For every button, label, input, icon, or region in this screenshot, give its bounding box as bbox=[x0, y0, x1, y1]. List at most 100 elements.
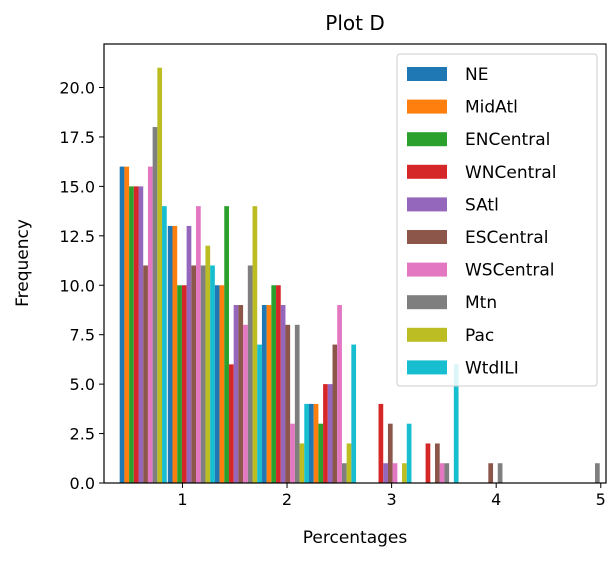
bar-mtn-bin-1 bbox=[152, 127, 158, 484]
bar-satl-bin-3 bbox=[233, 305, 239, 483]
legend-label-encentral: ENCentral bbox=[465, 130, 550, 150]
bar-midatl-bin-3 bbox=[219, 285, 225, 483]
y-tick-label: 15.0 bbox=[59, 177, 95, 196]
legend: NE MidAtl ENCentral WNCentral SAtl ESCentral W… bbox=[396, 53, 598, 387]
bar-satl-bin-5 bbox=[327, 384, 333, 483]
chart-title: Plot D bbox=[325, 11, 384, 35]
bar-wscentral-bin-3 bbox=[243, 324, 248, 483]
bar-satl-bin-2 bbox=[186, 225, 192, 483]
bar-wtdili-bin-1 bbox=[162, 206, 167, 483]
bar-mtn-bin-8 bbox=[497, 463, 503, 483]
bar-encentral-bin-2 bbox=[177, 285, 182, 483]
y-axis: 0.0 2.5 5.0 7.5 10.0 12.5 15.0 17.5 20.0 bbox=[59, 79, 104, 493]
legend-label-wtdili: WtdILI bbox=[465, 358, 519, 378]
legend-label-escentral: ESCentral bbox=[465, 228, 548, 248]
bar-wscentral-bin-2 bbox=[196, 206, 201, 483]
bar-ne-bin-1 bbox=[119, 166, 125, 483]
y-tick-label: 12.5 bbox=[59, 227, 95, 246]
y-tick-label: 0.0 bbox=[70, 474, 95, 493]
y-axis-label: Frequency bbox=[13, 219, 33, 307]
bar-encentral-bin-3 bbox=[224, 206, 229, 483]
bar-pac-bin-1 bbox=[157, 67, 163, 483]
bar-escentral-bin-3 bbox=[238, 305, 244, 483]
bar-mtn-bin-5 bbox=[341, 463, 347, 483]
bar-mtn-bin-7 bbox=[444, 463, 450, 483]
legend-label-midatl: MidAtl bbox=[465, 98, 518, 118]
bar-ne-bin-2 bbox=[167, 225, 173, 483]
bar-wscentral-bin-5 bbox=[337, 305, 342, 483]
legend-swatch-satl bbox=[407, 197, 447, 212]
legend-swatch-pac bbox=[407, 327, 447, 342]
bar-wtdili-bin-3 bbox=[257, 344, 262, 483]
bar-wncentral-bin-7 bbox=[425, 443, 431, 483]
bar-satl-bin-4 bbox=[280, 305, 286, 483]
legend-swatch-escentral bbox=[407, 230, 447, 244]
legend-swatch-encentral bbox=[407, 132, 447, 147]
bar-pac-bin-5 bbox=[346, 443, 352, 483]
bar-wncentral-bin-2 bbox=[181, 285, 187, 483]
bar-wncentral-bin-5 bbox=[323, 384, 328, 483]
legend-label-wscentral: WSCentral bbox=[465, 261, 555, 281]
bar-wtdili-bin-2 bbox=[210, 265, 215, 483]
bar-encentral-bin-4 bbox=[271, 285, 277, 483]
bar-encentral-bin-5 bbox=[318, 423, 324, 483]
x-axis-label: Percentages bbox=[303, 528, 408, 548]
bar-escentral-bin-4 bbox=[285, 324, 291, 483]
bar-midatl-bin-1 bbox=[124, 166, 130, 483]
legend-swatch-wncentral bbox=[407, 164, 447, 179]
y-tick-label: 10.0 bbox=[59, 276, 95, 295]
bar-wncentral-bin-6 bbox=[378, 403, 384, 483]
x-tick-label: 3 bbox=[387, 490, 397, 509]
legend-swatch-wtdili bbox=[407, 360, 447, 375]
bar-escentral-bin-8 bbox=[488, 463, 494, 483]
x-tick-label: 2 bbox=[282, 490, 292, 509]
bar-wtdili-bin-4 bbox=[304, 403, 309, 483]
bar-wncentral-bin-3 bbox=[228, 364, 234, 483]
bar-satl-bin-1 bbox=[138, 186, 144, 483]
y-tick-label: 2.5 bbox=[70, 425, 95, 444]
bar-satl-bin-6 bbox=[383, 463, 388, 483]
bar-encentral-bin-1 bbox=[129, 186, 134, 483]
bar-mtn-bin-2 bbox=[200, 265, 206, 483]
bar-midatl-bin-2 bbox=[172, 225, 178, 483]
bar-ne-bin-4 bbox=[261, 305, 267, 483]
legend-label-wncentral: WNCentral bbox=[465, 163, 556, 183]
legend-swatch-midatl bbox=[407, 99, 447, 114]
bar-mtn-bin-4 bbox=[294, 324, 300, 483]
legend-label-ne: NE bbox=[465, 65, 488, 85]
bars-layer bbox=[119, 67, 600, 484]
bar-escentral-bin-5 bbox=[332, 344, 338, 483]
bar-pac-bin-4 bbox=[299, 443, 305, 483]
bar-mtn-bin-3 bbox=[247, 265, 253, 483]
bar-escentral-bin-2 bbox=[191, 265, 197, 483]
bar-pac-bin-3 bbox=[252, 206, 258, 483]
bar-wncentral-bin-4 bbox=[276, 285, 281, 483]
bar-escentral-bin-1 bbox=[143, 265, 148, 483]
bar-pac-bin-6 bbox=[402, 463, 407, 483]
y-tick-label: 20.0 bbox=[59, 79, 95, 98]
legend-swatch-wscentral bbox=[407, 262, 447, 277]
bar-ne-bin-5 bbox=[308, 403, 314, 483]
x-tick-label: 5 bbox=[596, 490, 606, 509]
bar-escentral-bin-7 bbox=[435, 443, 440, 483]
bar-mtn-bin-9 bbox=[595, 463, 600, 483]
bar-ne-bin-3 bbox=[214, 285, 220, 483]
bar-wncentral-bin-1 bbox=[133, 186, 139, 483]
bar-pac-bin-2 bbox=[205, 245, 211, 483]
bar-wscentral-bin-6 bbox=[392, 463, 398, 483]
legend-label-pac: Pac bbox=[465, 326, 494, 346]
x-tick-label: 4 bbox=[491, 490, 501, 509]
bar-wtdili-bin-7 bbox=[453, 364, 459, 483]
bar-midatl-bin-4 bbox=[266, 305, 272, 483]
plot-frame bbox=[103, 43, 607, 484]
bar-wtdili-bin-6 bbox=[406, 423, 412, 483]
bar-wtdili-bin-5 bbox=[351, 344, 357, 483]
bar-wscentral-bin-4 bbox=[290, 423, 295, 483]
y-tick-label: 7.5 bbox=[70, 326, 95, 345]
bar-escentral-bin-6 bbox=[387, 423, 393, 483]
legend-swatch-ne bbox=[407, 67, 447, 81]
legend-swatch-mtn bbox=[407, 295, 447, 310]
y-tick-label: 17.5 bbox=[59, 128, 95, 147]
legend-label-mtn: Mtn bbox=[465, 293, 497, 313]
